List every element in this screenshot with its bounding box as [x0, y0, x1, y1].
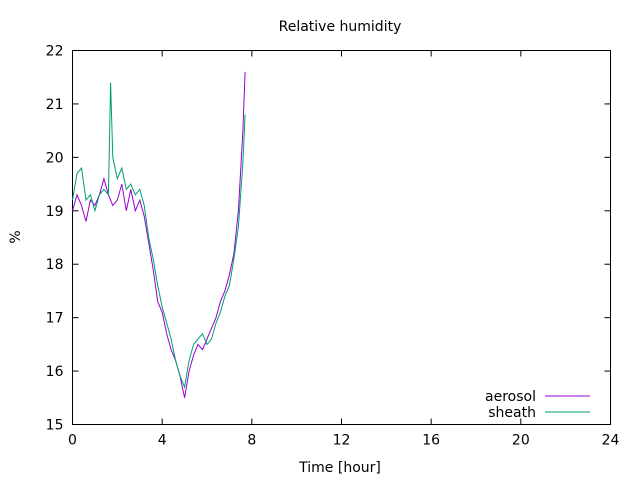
y-tick-label: 19 — [46, 204, 64, 220]
y-tick-label: 17 — [46, 311, 64, 327]
x-tick-label: 0 — [68, 433, 77, 449]
legend-label-aerosol: aerosol — [485, 389, 536, 405]
y-tick-label: 16 — [46, 364, 64, 380]
x-tick-label: 8 — [247, 433, 256, 449]
y-tick-label: 22 — [46, 44, 64, 60]
x-tick-label: 24 — [602, 433, 620, 449]
y-tick-label: 18 — [46, 257, 64, 273]
y-tick-label: 20 — [46, 150, 64, 166]
y-axis-label: % — [8, 230, 24, 243]
y-tick-label: 15 — [46, 418, 64, 434]
series-line-aerosol — [72, 71, 246, 398]
legend-label-sheath: sheath — [488, 405, 536, 421]
plot-border — [72, 50, 611, 425]
y-tick-label: 21 — [46, 97, 64, 113]
series-line-sheath — [72, 82, 246, 389]
x-tick-label: 4 — [158, 433, 167, 449]
x-tick-label: 20 — [512, 433, 530, 449]
chart-title: Relative humidity — [279, 19, 402, 35]
x-tick-label: 12 — [333, 433, 351, 449]
x-axis-label: Time [hour] — [298, 460, 381, 476]
x-tick-label: 16 — [422, 433, 440, 449]
